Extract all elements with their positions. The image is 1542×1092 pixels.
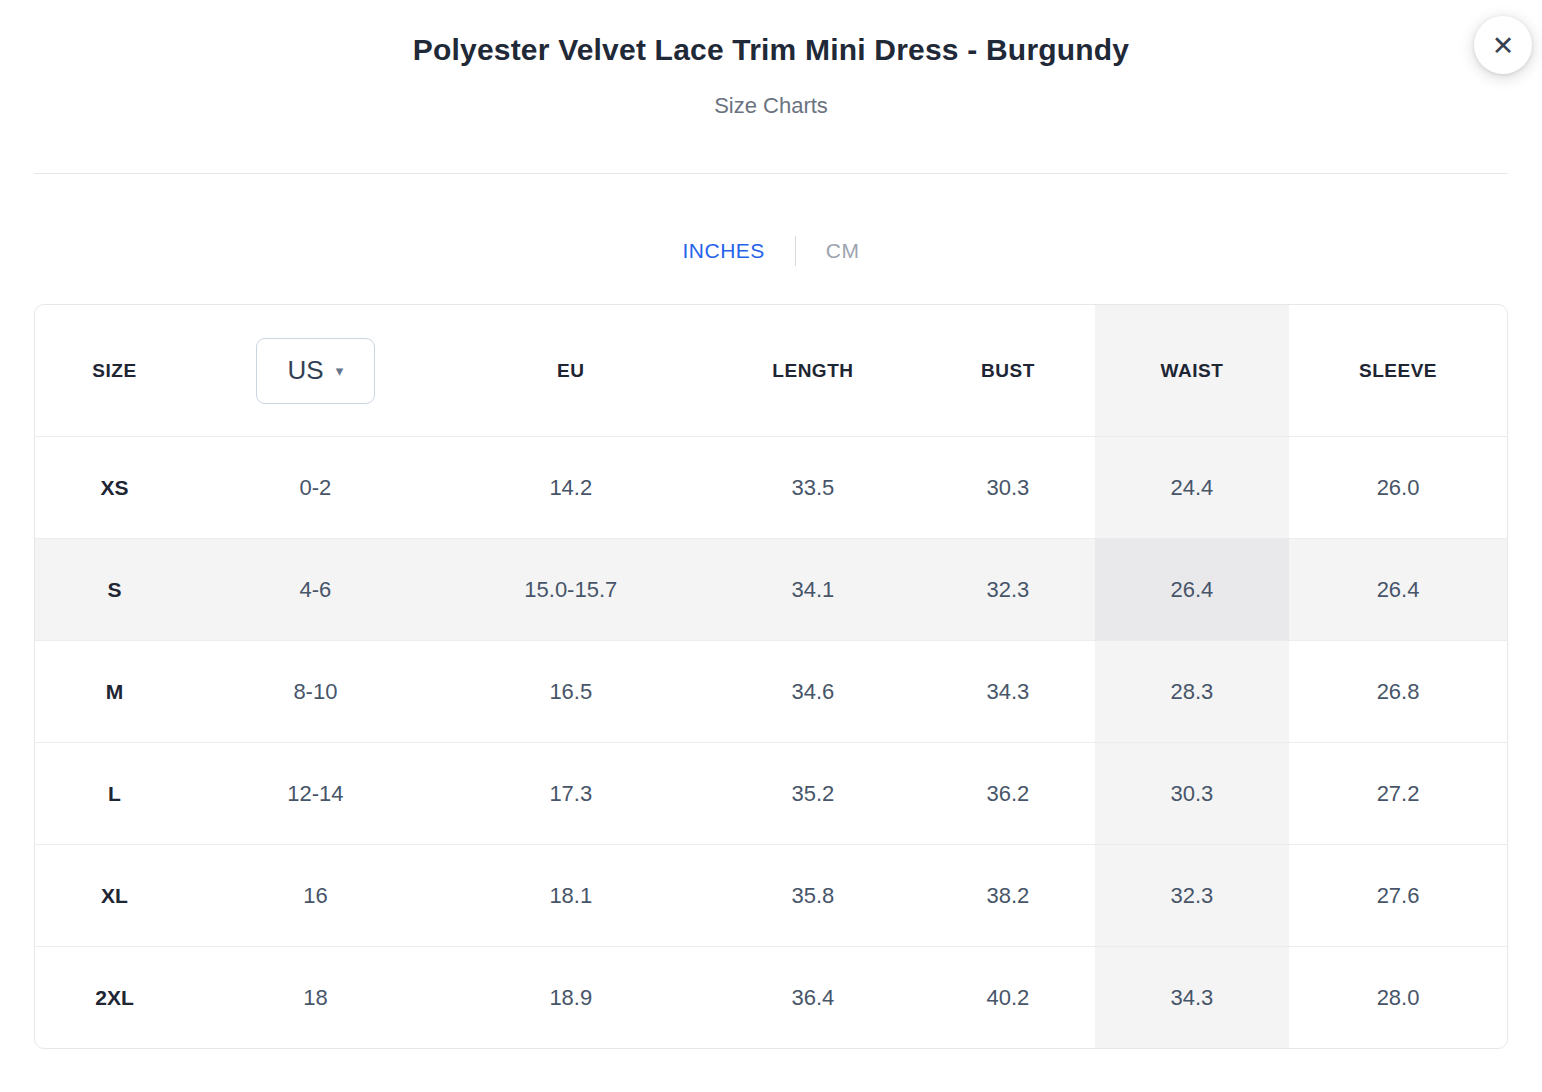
us-value: 18	[194, 946, 437, 1048]
modal-subtitle: Size Charts	[0, 93, 1542, 119]
table-row-m: M 8-10 16.5 34.6 34.3 28.3 26.8	[35, 640, 1507, 742]
chevron-down-icon: ▾	[336, 362, 344, 379]
eu-value: 14.2	[437, 436, 705, 538]
length-value: 34.6	[705, 640, 921, 742]
bust-value: 32.3	[921, 538, 1095, 640]
size-chart-modal: { "modal": { "title": "Polyester Velvet …	[0, 0, 1542, 1092]
waist-value: 24.4	[1095, 436, 1289, 538]
modal-header: Polyester Velvet Lace Trim Mini Dress - …	[0, 32, 1542, 174]
size-chart-table: SIZE US ▾ EU LENGTH BUST WAIST SLEEVE XS…	[35, 305, 1507, 1048]
table-header-row: SIZE US ▾ EU LENGTH BUST WAIST SLEEVE	[35, 305, 1507, 436]
length-value: 35.2	[705, 742, 921, 844]
us-value: 12-14	[194, 742, 437, 844]
size-label: XL	[35, 844, 194, 946]
column-header-waist: WAIST	[1095, 305, 1289, 436]
table-row-s: S 4-6 15.0-15.7 34.1 32.3 26.4 26.4	[35, 538, 1507, 640]
column-header-region: US ▾	[194, 305, 437, 436]
eu-value: 18.9	[437, 946, 705, 1048]
column-header-size: SIZE	[35, 305, 194, 436]
sleeve-value: 26.8	[1289, 640, 1507, 742]
region-select-value: US	[288, 355, 324, 386]
header-divider	[34, 173, 1508, 174]
bust-value: 40.2	[921, 946, 1095, 1048]
size-label: 2XL	[35, 946, 194, 1048]
tab-separator	[795, 236, 796, 266]
tab-inches[interactable]: INCHES	[678, 237, 768, 265]
us-value: 8-10	[194, 640, 437, 742]
us-value: 0-2	[194, 436, 437, 538]
table-row-2xl: 2XL 18 18.9 36.4 40.2 34.3 28.0	[35, 946, 1507, 1048]
eu-value: 16.5	[437, 640, 705, 742]
column-header-eu: EU	[437, 305, 705, 436]
column-header-bust: BUST	[921, 305, 1095, 436]
eu-value: 18.1	[437, 844, 705, 946]
page-title: Polyester Velvet Lace Trim Mini Dress - …	[0, 32, 1542, 68]
waist-value: 26.4	[1095, 538, 1289, 640]
size-label: L	[35, 742, 194, 844]
sleeve-value: 28.0	[1289, 946, 1507, 1048]
tab-cm[interactable]: CM	[822, 237, 864, 265]
bust-value: 38.2	[921, 844, 1095, 946]
size-label: S	[35, 538, 194, 640]
size-label: XS	[35, 436, 194, 538]
sleeve-value: 26.4	[1289, 538, 1507, 640]
table-row-xl: XL 16 18.1 35.8 38.2 32.3 27.6	[35, 844, 1507, 946]
eu-value: 17.3	[437, 742, 705, 844]
unit-tabs: INCHES CM	[0, 236, 1542, 266]
length-value: 35.8	[705, 844, 921, 946]
column-header-length: LENGTH	[705, 305, 921, 436]
us-value: 4-6	[194, 538, 437, 640]
region-select-dropdown[interactable]: US ▾	[256, 338, 375, 404]
bust-value: 36.2	[921, 742, 1095, 844]
table-row-xs: XS 0-2 14.2 33.5 30.3 24.4 26.0	[35, 436, 1507, 538]
sleeve-value: 26.0	[1289, 436, 1507, 538]
column-header-sleeve: SLEEVE	[1289, 305, 1507, 436]
waist-value: 30.3	[1095, 742, 1289, 844]
length-value: 36.4	[705, 946, 921, 1048]
bust-value: 30.3	[921, 436, 1095, 538]
bust-value: 34.3	[921, 640, 1095, 742]
eu-value: 15.0-15.7	[437, 538, 705, 640]
sleeve-value: 27.2	[1289, 742, 1507, 844]
waist-value: 32.3	[1095, 844, 1289, 946]
sleeve-value: 27.6	[1289, 844, 1507, 946]
waist-value: 34.3	[1095, 946, 1289, 1048]
close-button[interactable]: ✕	[1474, 16, 1532, 74]
size-label: M	[35, 640, 194, 742]
length-value: 33.5	[705, 436, 921, 538]
waist-value: 28.3	[1095, 640, 1289, 742]
close-icon: ✕	[1492, 32, 1515, 59]
size-chart-table-container: SIZE US ▾ EU LENGTH BUST WAIST SLEEVE XS…	[34, 304, 1508, 1049]
length-value: 34.1	[705, 538, 921, 640]
us-value: 16	[194, 844, 437, 946]
table-row-l: L 12-14 17.3 35.2 36.2 30.3 27.2	[35, 742, 1507, 844]
